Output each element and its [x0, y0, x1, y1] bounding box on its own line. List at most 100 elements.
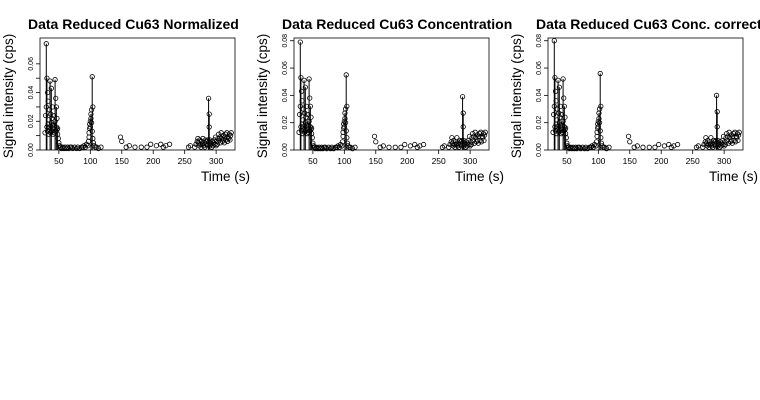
data-point	[82, 144, 88, 150]
data-point	[297, 39, 303, 45]
data-point	[227, 133, 234, 139]
data-point	[305, 111, 311, 118]
data-point	[454, 135, 460, 141]
x-axis-label: Time (s)	[455, 169, 504, 184]
data-point	[336, 144, 342, 150]
data-point	[373, 139, 379, 145]
data-point	[595, 118, 601, 124]
data-point	[412, 141, 418, 148]
y-tick-label: 0.08	[536, 34, 543, 48]
data-point	[301, 77, 307, 83]
data-point	[661, 143, 667, 149]
data-point	[735, 137, 741, 144]
data-point	[606, 144, 612, 150]
chart-title: Data Reduced Cu63 Conc. corrected	[536, 16, 760, 32]
data-point	[298, 75, 304, 81]
data-point	[307, 95, 313, 101]
data-point	[198, 144, 204, 150]
data-point	[559, 111, 565, 118]
data-point	[634, 143, 640, 149]
y-tick-label: 0.08	[282, 34, 289, 48]
data-point	[459, 94, 466, 100]
data-point	[556, 84, 562, 90]
data-point	[334, 144, 340, 150]
data-point	[148, 141, 154, 147]
y-tick-label: 0.02	[28, 114, 35, 128]
data-point	[706, 144, 712, 150]
data-point	[597, 128, 603, 134]
chart-panel-1: Data Reduced Cu63 Normalized 50 100 150 200 2…	[0, 0, 254, 200]
data-point	[562, 114, 568, 120]
data-point	[576, 144, 583, 150]
data-point	[735, 132, 742, 138]
data-point	[51, 112, 57, 119]
data-point	[123, 144, 129, 150]
data-point	[551, 38, 557, 44]
data-point	[352, 144, 358, 150]
data-point	[345, 143, 351, 149]
x-tick-label: 150	[623, 156, 637, 166]
data-point	[625, 133, 632, 139]
data-point	[153, 143, 159, 149]
data-point	[551, 111, 557, 118]
data-point	[341, 118, 347, 124]
data-point	[599, 143, 605, 149]
plot-frame	[547, 37, 744, 151]
data-point	[343, 72, 349, 78]
data-point	[561, 103, 567, 109]
data-point	[202, 144, 208, 150]
data-point	[308, 114, 314, 120]
data-point	[44, 89, 51, 96]
data-point	[126, 143, 132, 149]
data-point	[322, 144, 329, 150]
data-point	[555, 77, 561, 83]
data-point	[48, 130, 54, 136]
data-point	[560, 76, 566, 82]
x-tick-label: 300	[463, 156, 477, 166]
y-tick-label: 0.04	[282, 88, 289, 102]
data-point	[344, 140, 351, 146]
data-point	[89, 74, 95, 80]
data-point	[420, 141, 427, 148]
data-point	[714, 109, 720, 115]
x-tick-label: 200	[400, 156, 414, 166]
data-point	[710, 144, 716, 150]
data-point	[589, 143, 595, 149]
data-point	[581, 146, 588, 152]
data-point	[596, 120, 603, 126]
data-point	[132, 144, 138, 150]
data-point	[342, 106, 349, 112]
data-point	[560, 118, 566, 124]
chart-panel-3: Data Reduced Cu63 Conc. corrected 50 100 15…	[508, 0, 760, 200]
data-point	[117, 134, 124, 140]
data-point	[377, 144, 383, 150]
data-point	[88, 107, 95, 113]
chart-title: Data Reduced Cu63 Concentration	[282, 16, 512, 32]
data-point	[557, 128, 563, 134]
data-point	[597, 70, 603, 77]
data-point	[51, 121, 57, 127]
x-tick-label: 250	[686, 156, 700, 166]
chart-panel-2: Data Reduced Cu63 Concentration 50 100 150 2…	[254, 0, 512, 200]
data-point	[708, 143, 715, 149]
y-tick-label: 0.04	[536, 88, 543, 102]
y-tick-label: 0.02	[282, 116, 289, 130]
data-point	[335, 143, 341, 149]
x-tick-label: 250	[432, 156, 446, 166]
data-point	[206, 111, 212, 117]
data-point	[298, 88, 305, 94]
data-point	[187, 143, 193, 149]
data-point	[344, 103, 350, 109]
data-point	[700, 144, 706, 150]
data-point	[45, 98, 51, 104]
data-point	[144, 144, 150, 150]
data-point	[481, 137, 487, 144]
x-axis-label: Time (s)	[709, 169, 758, 184]
data-point	[303, 103, 310, 109]
data-point	[371, 133, 378, 139]
data-point	[598, 135, 604, 141]
data-point	[90, 104, 96, 110]
data-point	[552, 75, 558, 81]
data-point	[95, 145, 102, 152]
data-point	[49, 128, 55, 134]
